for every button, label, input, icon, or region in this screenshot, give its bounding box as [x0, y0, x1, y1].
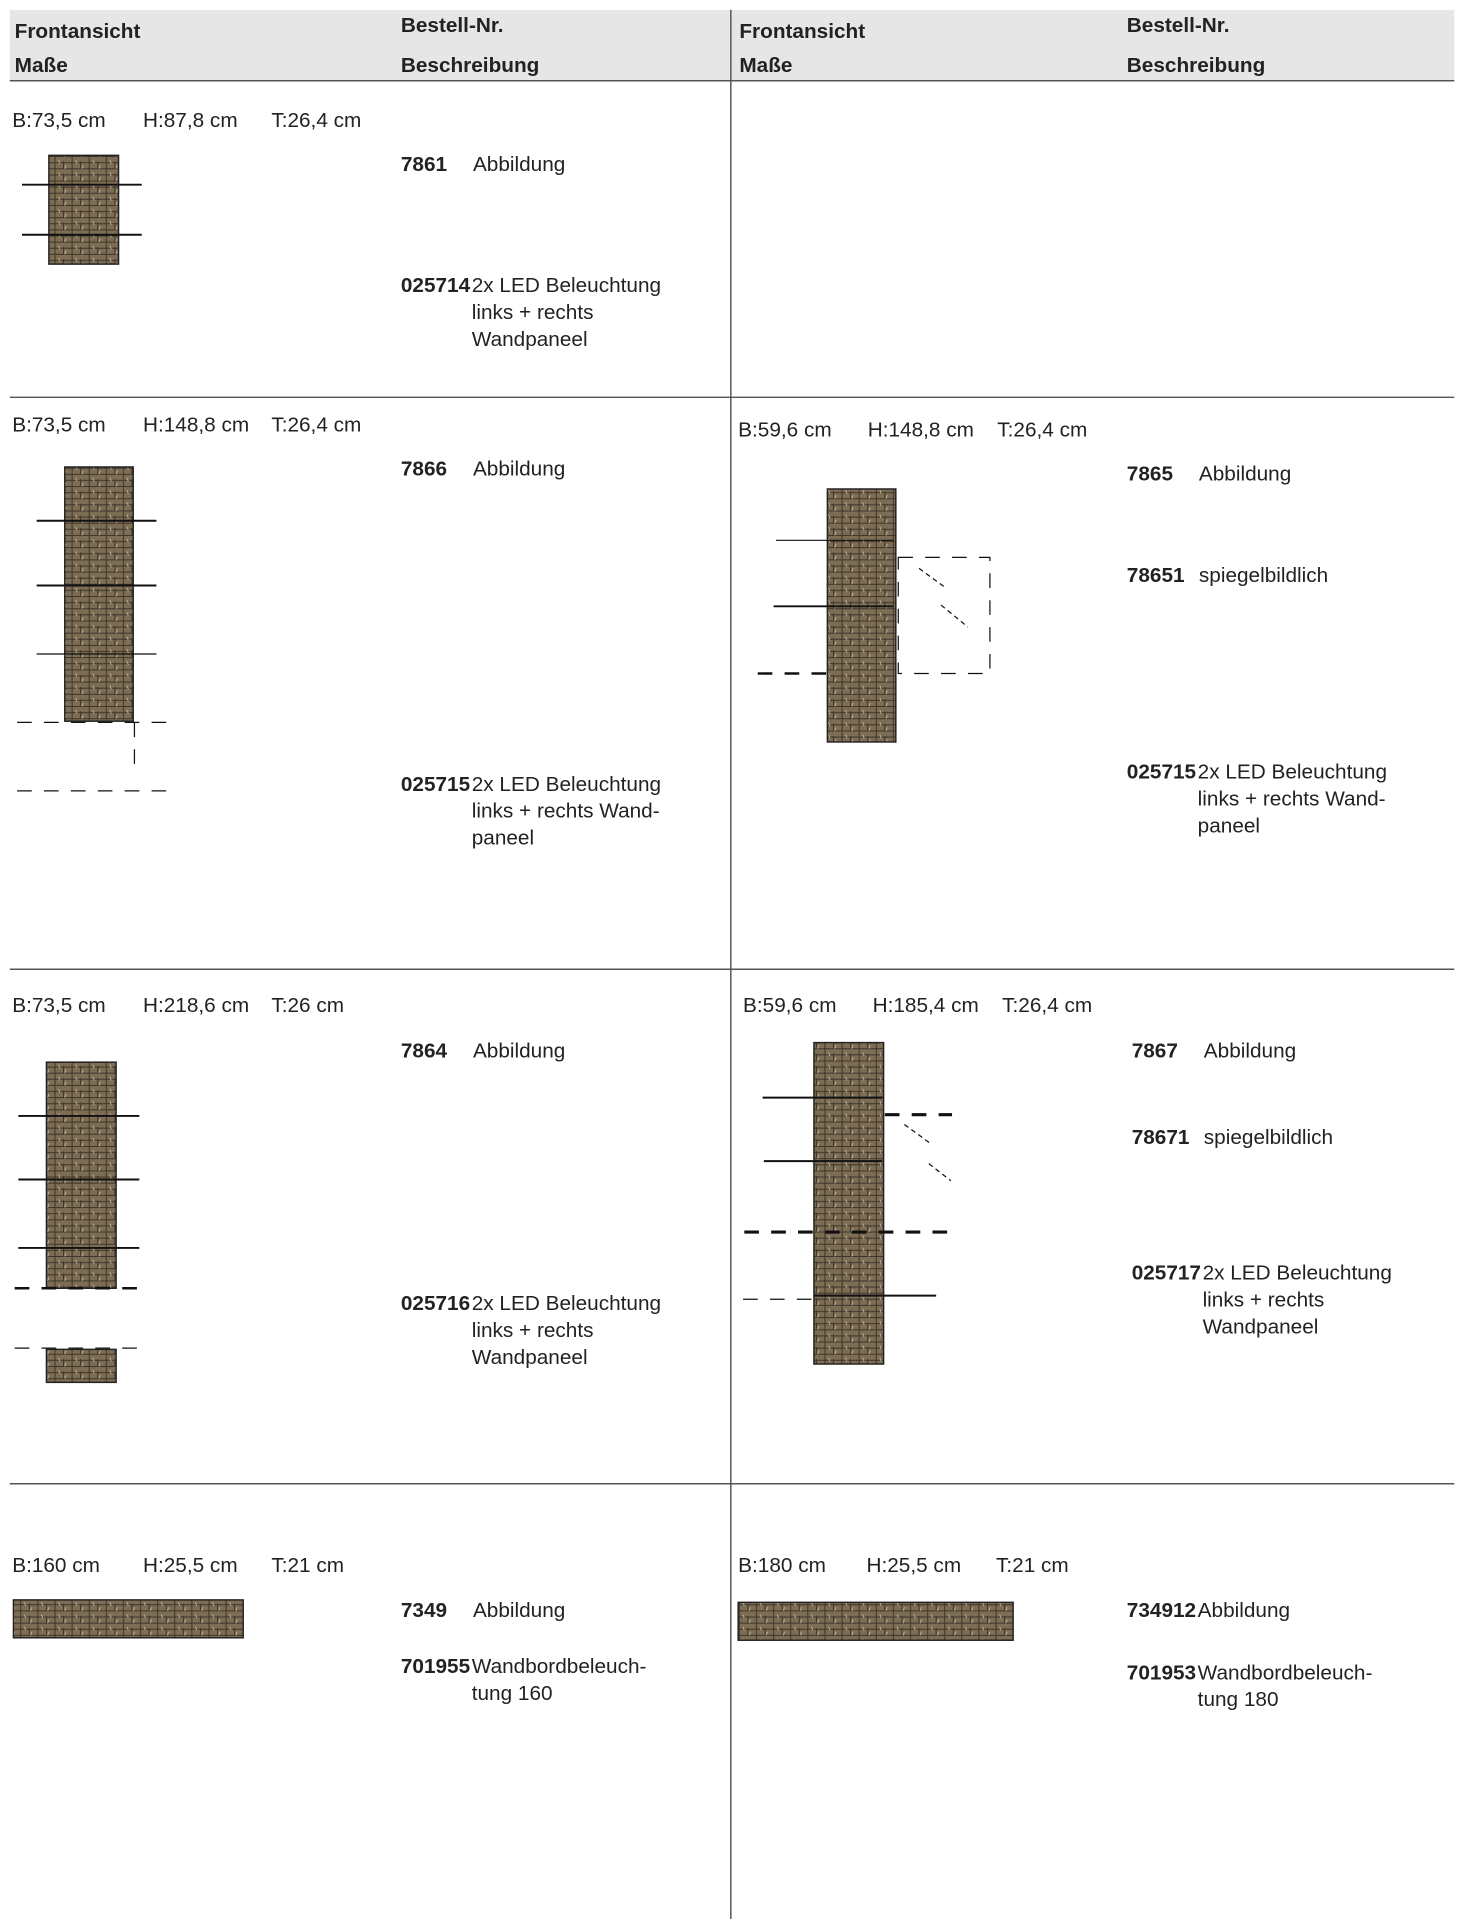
dimension: T:21 cm: [996, 1554, 1069, 1577]
order-number: 701953: [1127, 1661, 1196, 1684]
description: links + rechts: [472, 301, 594, 324]
dimension: T:26,4 cm: [271, 414, 361, 437]
header-label: Maße: [739, 54, 792, 77]
description: Abbildung: [473, 1039, 565, 1062]
description: paneel: [1198, 814, 1260, 837]
description: links + rechts: [472, 1319, 594, 1342]
dimension: H:25,5 cm: [143, 1554, 238, 1577]
description: Abbildung: [1199, 462, 1291, 485]
order-number: 025714: [401, 274, 471, 297]
dimension: T:26 cm: [271, 994, 344, 1017]
header-label: Bestell-Nr.: [401, 14, 504, 37]
description: links + rechts Wand-: [472, 800, 660, 823]
order-number: 7866: [401, 458, 447, 481]
description: Wandpaneel: [1203, 1315, 1319, 1338]
description: spiegelbildlich: [1199, 564, 1328, 587]
order-number: 025717: [1132, 1262, 1201, 1285]
order-number: 7861: [401, 153, 447, 176]
header-label: Beschreibung: [401, 54, 539, 77]
dimension: B:59,6 cm: [738, 418, 832, 441]
description: Abbildung: [473, 153, 565, 176]
dimension: T:26,4 cm: [1002, 994, 1092, 1017]
order-number: 78651: [1127, 564, 1185, 587]
description: Abbildung: [1198, 1599, 1290, 1622]
dimension: B:160 cm: [12, 1554, 100, 1577]
dimension: T:26,4 cm: [997, 418, 1087, 441]
description: tung 160: [472, 1682, 553, 1705]
dimension: H:185,4 cm: [873, 994, 979, 1017]
description: spiegelbildlich: [1204, 1126, 1333, 1149]
dimension: H:87,8 cm: [143, 109, 238, 132]
texts: Frontansicht Bestell-Nr. Maße Beschreibung F…: [12, 14, 1392, 1711]
description: Wandbordbeleuch-: [1198, 1661, 1373, 1684]
dimension: B:73,5 cm: [12, 414, 106, 437]
order-number: 025715: [1127, 761, 1196, 784]
header-label: Bestell-Nr.: [1127, 14, 1230, 37]
dimension: B:59,6 cm: [743, 994, 837, 1017]
dimension: H:218,6 cm: [143, 994, 249, 1017]
description: 2x LED Beleuchtung: [472, 773, 661, 796]
product-drawings: [12, 154, 1014, 1641]
dimension: H:148,8 cm: [143, 414, 249, 437]
description: 2x LED Beleuchtung: [1203, 1262, 1392, 1285]
order-number: 7865: [1127, 462, 1173, 485]
header-label: Frontansicht: [15, 20, 141, 43]
order-number: 701955: [401, 1655, 470, 1678]
dimension: T:26,4 cm: [271, 109, 361, 132]
order-number: 025715: [401, 773, 470, 796]
description: 2x LED Beleuchtung: [1198, 761, 1387, 784]
dimension: B:73,5 cm: [12, 994, 106, 1017]
order-number: 7864: [401, 1039, 448, 1062]
dimension: H:148,8 cm: [868, 418, 974, 441]
description: Wandpaneel: [472, 328, 588, 351]
order-number: 78671: [1132, 1126, 1190, 1149]
dimension: B:180 cm: [738, 1554, 826, 1577]
order-number: 025716: [401, 1292, 470, 1315]
description: links + rechts: [1203, 1289, 1325, 1312]
description: Wandpaneel: [472, 1346, 588, 1369]
header-label: Frontansicht: [739, 20, 865, 43]
header-band: [9, 9, 1455, 81]
order-number: 7349: [401, 1599, 447, 1622]
header-label: Maße: [15, 54, 68, 77]
order-number: 7867: [1132, 1039, 1178, 1062]
description: links + rechts Wand-: [1198, 788, 1386, 811]
description: Abbildung: [473, 458, 565, 481]
order-number: 734912: [1127, 1599, 1196, 1622]
description: paneel: [472, 827, 534, 850]
description: Wandbordbeleuch-: [472, 1655, 647, 1678]
header-label: Beschreibung: [1127, 54, 1265, 77]
grid-rules: [9, 9, 1455, 1919]
description: 2x LED Beleuchtung: [472, 274, 661, 297]
dimension: B:73,5 cm: [12, 109, 106, 132]
dimension: T:21 cm: [271, 1554, 344, 1577]
dimension: H:25,5 cm: [866, 1554, 961, 1577]
description: tung 180: [1198, 1688, 1279, 1711]
description: Abbildung: [473, 1599, 565, 1622]
description: Abbildung: [1204, 1039, 1296, 1062]
description: 2x LED Beleuchtung: [472, 1292, 661, 1315]
